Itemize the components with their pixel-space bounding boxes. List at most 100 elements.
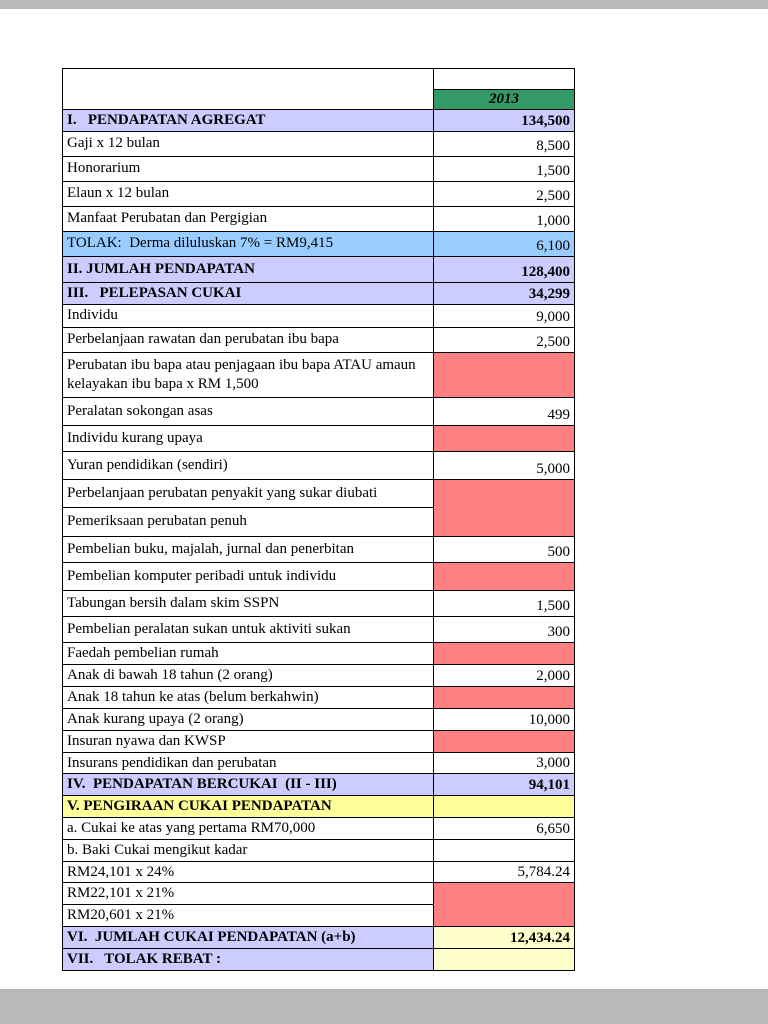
row-label: Peralatan sokongan asas	[62, 396, 434, 426]
row-label: Perbelanjaan rawatan dan perubatan ibu b…	[62, 326, 434, 353]
header-row	[62, 68, 575, 110]
table-row: Perbelanjaan rawatan dan perubatan ibu b…	[62, 326, 575, 353]
row-label: RM24,101 x 24%	[62, 860, 434, 884]
row-label: Faedah pembelian rumah	[62, 641, 434, 665]
year-cell: 2013	[433, 89, 575, 110]
row-value: 128,400	[433, 255, 575, 283]
table-row: Gaji x 12 bulan 8,500	[62, 130, 575, 157]
row-label: b. Baki Cukai mengikut kadar	[62, 838, 434, 862]
row-value: 9,000	[433, 303, 575, 328]
table-row: RM24,101 x 24% 5,784.24	[62, 860, 575, 884]
row-value: 134,500	[433, 109, 575, 132]
table-row: Tabungan bersih dalam skim SSPN 1,500	[62, 589, 575, 617]
row-value	[433, 838, 575, 862]
table-row: Insuran nyawa dan KWSP	[62, 729, 575, 753]
table-row: Anak di bawah 18 tahun (2 orang) 2,000	[62, 663, 575, 687]
row-value: 1,500	[433, 589, 575, 617]
table-row: Peralatan sokongan asas 499	[62, 396, 575, 426]
row-value: 10,000	[433, 707, 575, 731]
row-label: Yuran pendidikan (sendiri)	[62, 450, 434, 480]
row-label: Perbelanjaan perubatan penyakit yang suk…	[62, 478, 434, 508]
row-value: 2,500	[433, 326, 575, 353]
row-value: 6,650	[433, 817, 575, 840]
row-label: VI. JUMLAH CUKAI PENDAPATAN (a+b)	[62, 925, 434, 949]
row-value	[433, 478, 575, 537]
row-label: a. Cukai ke atas yang pertama RM70,000	[62, 817, 434, 840]
row-label: Honorarium	[62, 155, 434, 182]
table-row: Elaun x 12 bulan 2,500	[62, 180, 575, 207]
row-label: RM22,101 x 21%	[62, 882, 434, 905]
row-label: Pembelian peralatan sukan untuk aktiviti…	[62, 615, 434, 643]
row-label: Pembelian buku, majalah, jurnal dan pene…	[62, 535, 434, 563]
table-row: Pembelian peralatan sukan untuk aktiviti…	[62, 615, 575, 643]
row-value	[433, 729, 575, 753]
table-row: Individu 9,000	[62, 303, 575, 328]
table-row: I. PENDAPATAN AGREGAT 134,500	[62, 109, 575, 132]
row-value: 300	[433, 615, 575, 643]
table-row: V. PENGIRAAN CUKAI PENDAPATAN	[62, 795, 575, 818]
row-value: 1,000	[433, 205, 575, 232]
year-row: 2013	[63, 89, 575, 110]
table-row: Pembelian buku, majalah, jurnal dan pene…	[62, 535, 575, 563]
table-row: b. Baki Cukai mengikut kadar	[62, 838, 575, 862]
table-row: IV. PENDAPATAN BERCUKAI (II - III) 94,101	[62, 773, 575, 797]
row-value: 1,500	[433, 155, 575, 182]
row-value: 500	[433, 535, 575, 563]
row-value: 12,434.24	[433, 925, 575, 949]
row-label: TOLAK: Derma diluluskan 7% = RM9,415	[62, 230, 434, 257]
table-row: Pembelian komputer peribadi untuk indivi…	[62, 561, 575, 591]
row-value: 6,100	[433, 230, 575, 257]
table-row: RM22,101 x 21%	[62, 882, 575, 927]
row-label: Anak 18 tahun ke atas (belum berkahwin)	[62, 685, 434, 709]
tax-table-body: 2013 I. PENDAPATAN AGREGAT 134,500 Gaji x …	[62, 68, 575, 971]
row-value: 3,000	[433, 751, 575, 775]
row-label: Perubatan ibu bapa atau penjagaan ibu ba…	[62, 351, 434, 398]
row-value	[433, 685, 575, 709]
row-label: RM20,601 x 21%	[62, 904, 434, 927]
row-label: Pemeriksaan perubatan penuh	[62, 506, 434, 537]
row-label: Anak di bawah 18 tahun (2 orang)	[62, 663, 434, 687]
row-value: 2,500	[433, 180, 575, 207]
row-value	[433, 882, 575, 927]
table-row: Anak 18 tahun ke atas (belum berkahwin)	[62, 685, 575, 709]
row-label: Gaji x 12 bulan	[62, 130, 434, 157]
table-row: III. PELEPASAN CUKAI 34,299	[62, 281, 575, 305]
row-value	[433, 795, 575, 818]
row-label: III. PELEPASAN CUKAI	[62, 281, 434, 305]
row-value: 2,000	[433, 663, 575, 687]
row-label: Insuran nyawa dan KWSP	[62, 729, 434, 753]
row-label: V. PENGIRAAN CUKAI PENDAPATAN	[62, 795, 434, 818]
row-label: Anak kurang upaya (2 orang)	[62, 707, 434, 731]
table-row: TOLAK: Derma diluluskan 7% = RM9,415 6,10…	[62, 230, 575, 257]
table-row: Perubatan ibu bapa atau penjagaan ibu ba…	[62, 351, 575, 398]
table-row: VII. TOLAK REBAT :	[62, 947, 575, 971]
row-value: 5,784.24	[433, 860, 575, 884]
table-row: II. JUMLAH PENDAPATAN 128,400	[62, 255, 575, 283]
row-label: Tabungan bersih dalam skim SSPN	[62, 589, 434, 617]
row-label: Individu kurang upaya	[62, 424, 434, 452]
table-row: Anak kurang upaya (2 orang) 10,000	[62, 707, 575, 731]
row-label: Elaun x 12 bulan	[62, 180, 434, 207]
row-value	[433, 424, 575, 452]
row-label: IV. PENDAPATAN BERCUKAI (II - III)	[62, 773, 434, 797]
document-page: 2013 I. PENDAPATAN AGREGAT 134,500 Gaji x …	[0, 9, 768, 989]
row-value	[433, 641, 575, 665]
row-value	[433, 351, 575, 398]
table-row: Individu kurang upaya	[62, 424, 575, 452]
table-row: Faedah pembelian rumah	[62, 641, 575, 665]
row-value: 34,299	[433, 281, 575, 305]
row-label: I. PENDAPATAN AGREGAT	[62, 109, 434, 132]
row-label: Manfaat Perubatan dan Pergigian	[62, 205, 434, 232]
row-value: 94,101	[433, 773, 575, 797]
row-value	[433, 561, 575, 591]
tax-table: 2013 I. PENDAPATAN AGREGAT 134,500 Gaji x …	[62, 68, 575, 971]
row-value: 499	[433, 396, 575, 426]
header-blank-cell	[62, 68, 434, 110]
table-row: Insurans pendidikan dan perubatan 3,000	[62, 751, 575, 775]
row-value: 5,000	[433, 450, 575, 480]
row-label: Insurans pendidikan dan perubatan	[62, 751, 434, 775]
row-value	[433, 947, 575, 971]
header-blank-value-cell	[433, 68, 575, 90]
table-row: Honorarium 1,500	[62, 155, 575, 182]
table-row: Yuran pendidikan (sendiri) 5,000	[62, 450, 575, 480]
